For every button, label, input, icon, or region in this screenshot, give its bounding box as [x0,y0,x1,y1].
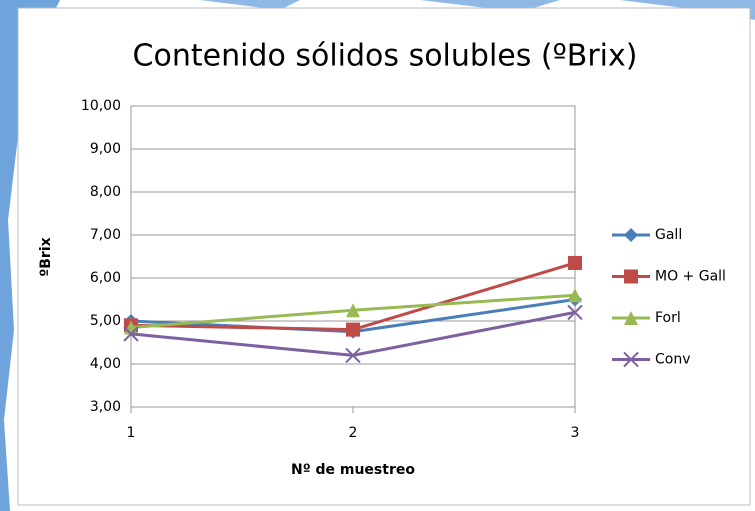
marker [346,322,360,337]
y-tick-label: 7,00 [90,227,121,243]
y-tick-label: 9,00 [90,141,121,157]
marker [623,351,639,368]
x-tick-label: 1 [127,425,136,441]
chart-title: Contenido sólidos solubles (ºBrix) [133,39,638,74]
y-tick-label: 10,00 [81,98,121,114]
y-tick-label: 6,00 [90,270,121,286]
marker [624,269,638,284]
y-axis-title: ºBrix [38,237,54,276]
marker [567,304,583,321]
y-tick-label: 8,00 [90,184,121,200]
marker [123,326,139,342]
marker [624,311,638,325]
marker [568,288,582,303]
marker [624,228,638,242]
background-shape [0,0,60,511]
chart-area [17,7,751,506]
y-tick-label: 5,00 [90,313,121,329]
legend-label: Forl [655,310,681,326]
legend-label: Gall [655,227,682,243]
legend-label: MO + Gall [655,269,726,285]
y-tick-label: 3,00 [90,399,121,415]
x-tick-label: 3 [571,425,580,441]
marker [345,347,361,364]
x-tick-label: 2 [349,425,358,441]
legend-label: Conv [655,352,691,368]
marker [346,303,360,318]
y-tick-label: 4,00 [90,356,121,372]
marker [568,255,582,270]
x-axis-title: Nº de muestreo [291,462,415,478]
background-shape [200,0,755,20]
